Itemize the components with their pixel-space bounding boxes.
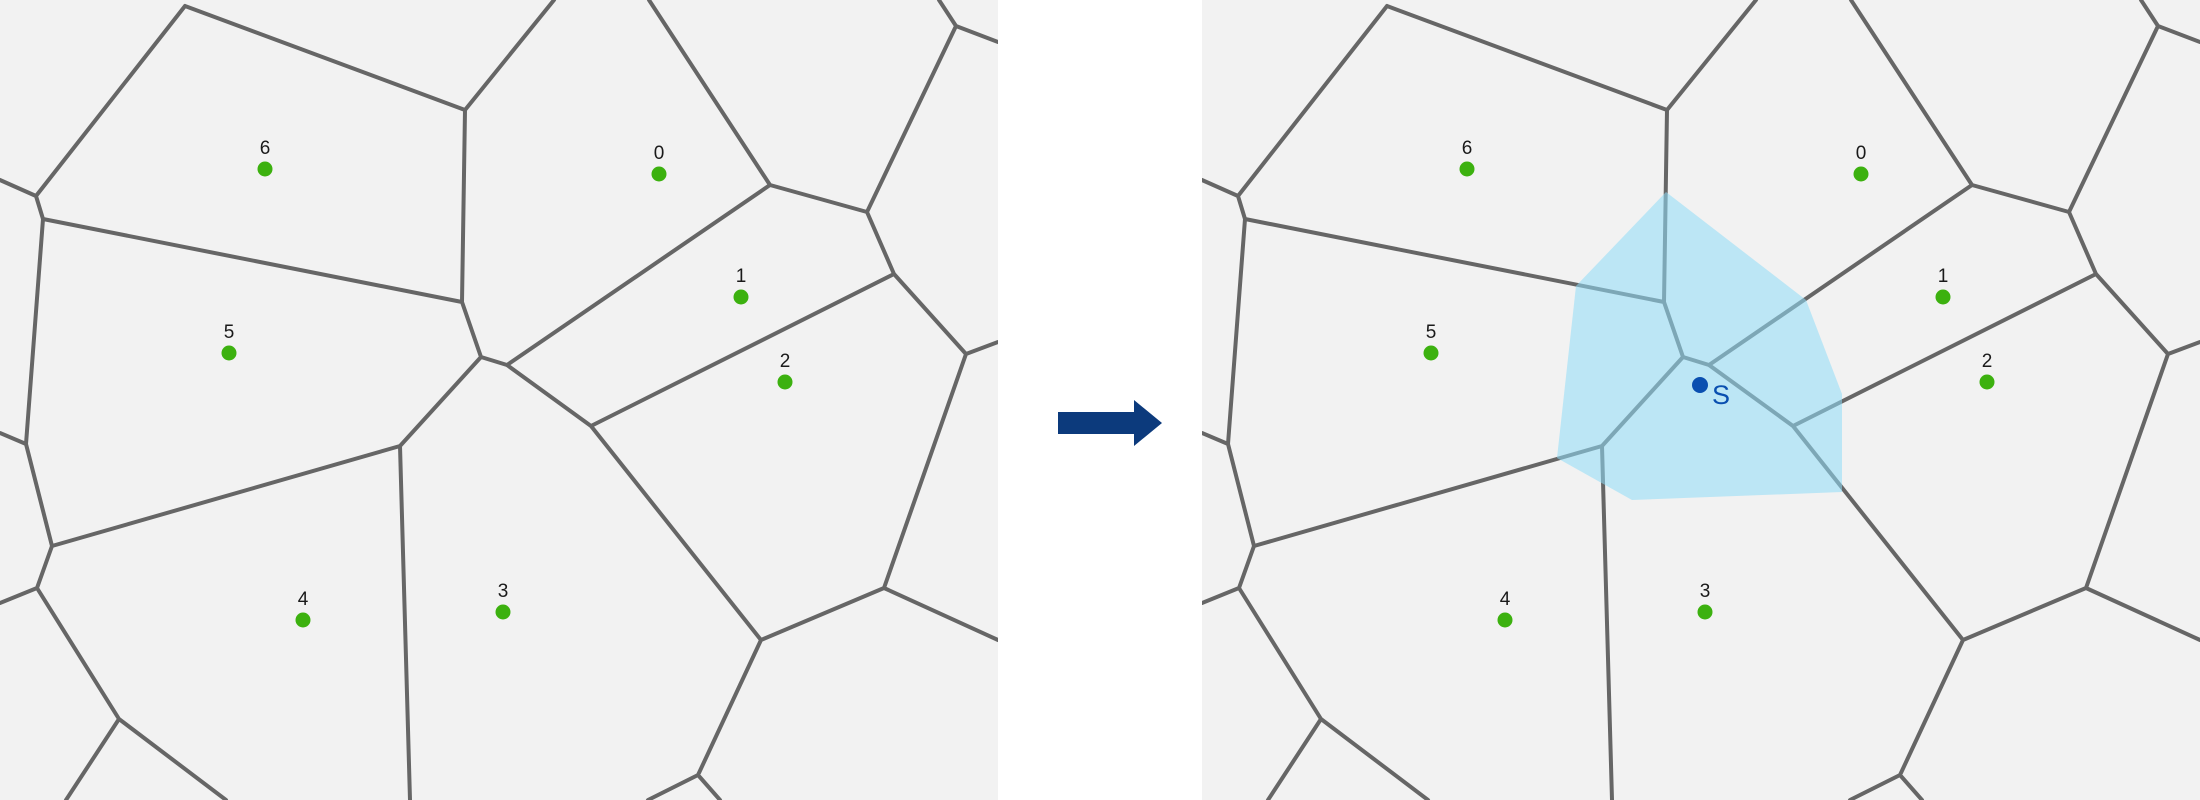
voronoi-edges [0, 0, 998, 800]
site-point [1423, 345, 1439, 361]
site-label: 5 [224, 322, 235, 343]
original-voronoi-diagram: 0 1 2 3 4 5 6 [0, 0, 998, 800]
voronoi-edge [0, 0, 998, 800]
site-point [777, 374, 793, 390]
voronoi-edge [1202, 0, 2200, 800]
insertion-voronoi-diagram: 0 1 2 3 4 5 6 S [1202, 0, 2200, 800]
query-point: S [1692, 377, 1730, 410]
site-label: 6 [260, 138, 271, 159]
site-point [1497, 612, 1513, 628]
site-label: 2 [1982, 351, 1993, 372]
site-point [651, 166, 667, 182]
site-label: 1 [736, 266, 747, 287]
site-label: 0 [654, 143, 665, 164]
voronoi-edges [1202, 0, 2200, 800]
site-point [1979, 374, 1995, 390]
query-point-marker [1692, 377, 1708, 393]
new-site-region-highlight [1557, 192, 1842, 500]
insertion-voronoi-panel: 0 1 2 3 4 5 6 S [1202, 0, 2200, 800]
site-label: 4 [298, 589, 309, 610]
site-label: 3 [498, 581, 509, 602]
site-point [221, 345, 237, 361]
site-point [495, 604, 511, 620]
site-label: 4 [1500, 589, 1511, 610]
right-arrow-icon [1058, 400, 1162, 446]
site-point [257, 161, 273, 177]
site-label: 3 [1700, 581, 1711, 602]
site-label: 1 [1938, 266, 1949, 287]
original-voronoi-panel: 0 1 2 3 4 5 6 [0, 0, 998, 800]
site-point [295, 612, 311, 628]
site-points: 0 1 2 3 4 5 6 [1423, 138, 1995, 628]
query-point-label: S [1712, 380, 1730, 410]
site-point [1697, 604, 1713, 620]
site-points: 0 1 2 3 4 5 6 [221, 138, 793, 628]
site-label: 5 [1426, 322, 1437, 343]
site-point [1935, 289, 1951, 305]
site-label: 2 [780, 351, 791, 372]
site-label: 0 [1856, 143, 1867, 164]
site-point [1459, 161, 1475, 177]
site-point [1853, 166, 1869, 182]
site-label: 6 [1462, 138, 1473, 159]
site-point [733, 289, 749, 305]
